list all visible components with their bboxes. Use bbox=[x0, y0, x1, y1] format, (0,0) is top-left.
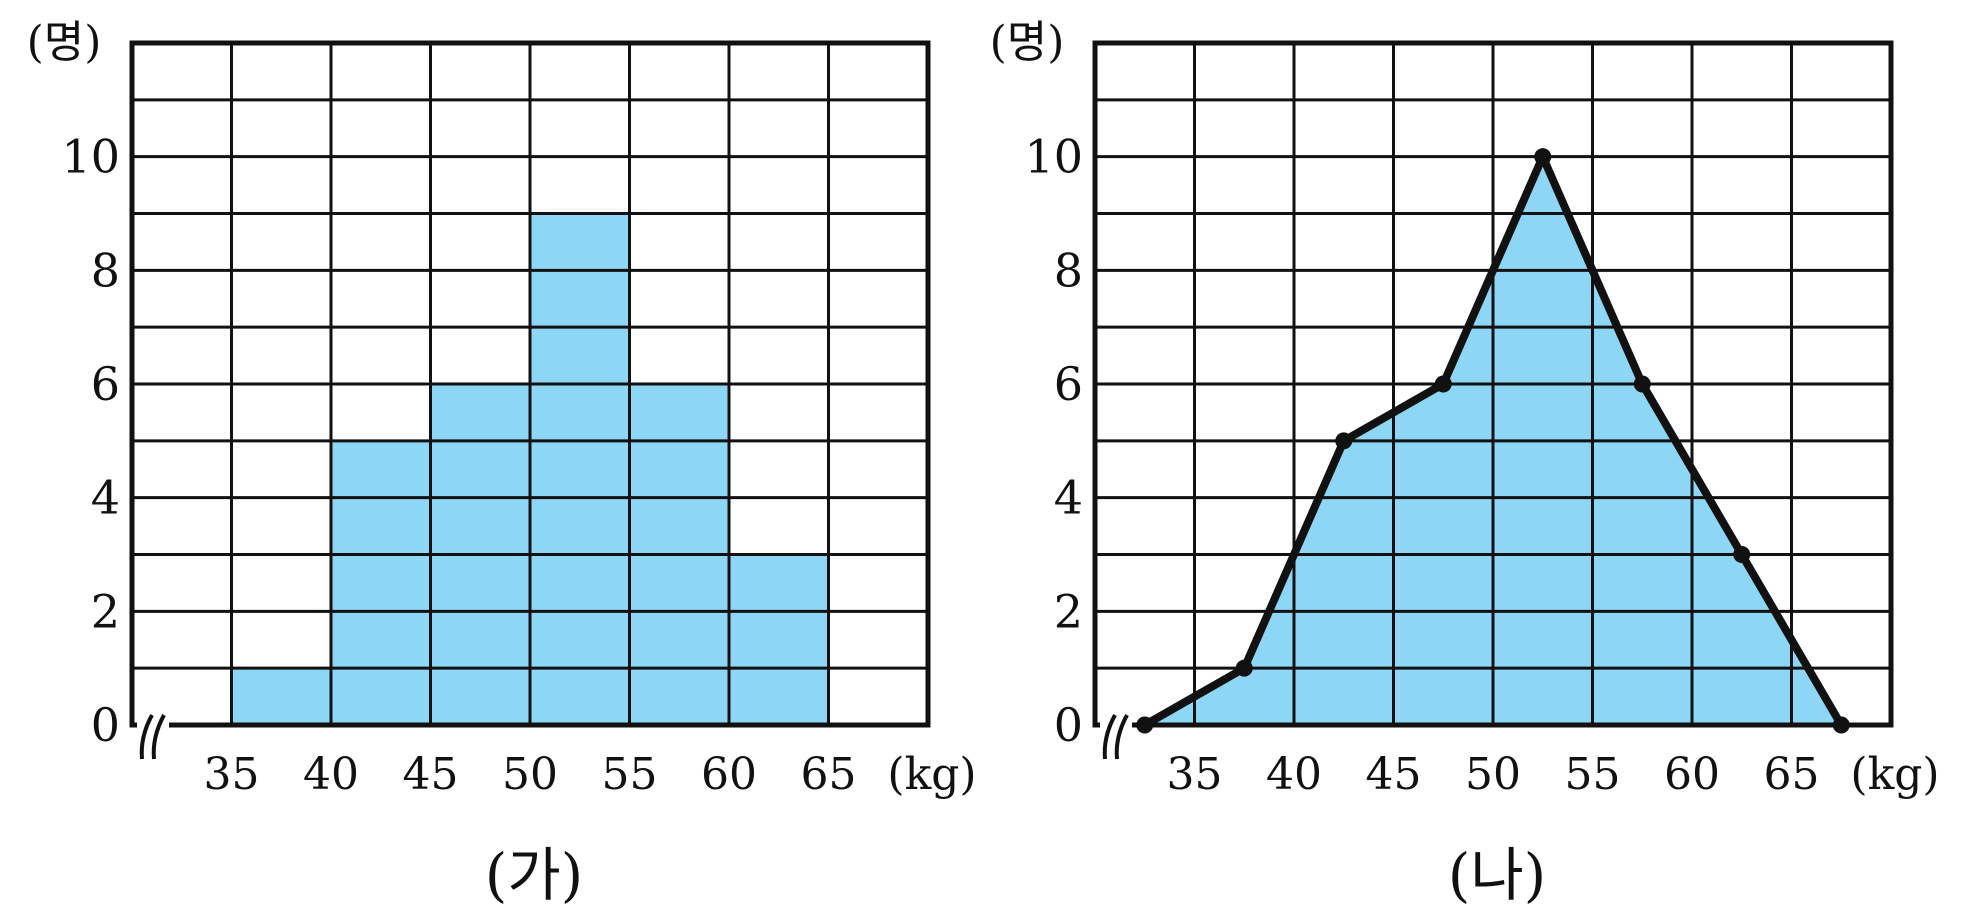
histogram-chart: 0 2 4 6 8 10 (명) 35 40 45 50 55 60 65 (kg) (가) bbox=[27, 17, 977, 909]
y-axis-unit: (명) bbox=[990, 17, 1065, 68]
y-tick-label: 4 bbox=[1054, 471, 1083, 525]
data-point bbox=[1434, 375, 1452, 393]
y-tick-label: 6 bbox=[1054, 357, 1083, 411]
x-tick-label: 50 bbox=[1465, 749, 1521, 800]
polygon-line bbox=[1142, 152, 1845, 729]
x-tick-label: 65 bbox=[801, 749, 857, 800]
y-axis-unit: (명) bbox=[27, 17, 102, 68]
axis-break-mark bbox=[1114, 714, 1129, 760]
x-tick-label: 45 bbox=[1366, 749, 1422, 800]
x-tick-label: 40 bbox=[303, 749, 359, 800]
x-tick-label: 55 bbox=[1565, 749, 1621, 800]
data-point bbox=[1335, 432, 1353, 450]
data-point bbox=[1235, 659, 1253, 677]
y-tick-label: 0 bbox=[91, 698, 120, 752]
chart-caption: (나) bbox=[1448, 841, 1547, 909]
x-axis-unit: (kg) bbox=[887, 749, 976, 800]
data-point bbox=[1534, 148, 1552, 166]
histogram-bar bbox=[231, 668, 331, 725]
data-point bbox=[1832, 716, 1850, 734]
y-tick-label: 10 bbox=[61, 130, 120, 184]
frequency-polygon-chart: 0 2 4 6 8 10 (명) 35 40 45 50 55 60 65 (kg) (나) bbox=[990, 17, 1940, 909]
histogram-bar bbox=[331, 440, 431, 725]
axis-break-mark bbox=[1102, 714, 1117, 760]
histogram-bar bbox=[530, 213, 630, 725]
y-tick-label: 8 bbox=[91, 243, 120, 297]
plot-frame bbox=[129, 40, 931, 728]
axis-break-mark bbox=[139, 714, 154, 760]
x-tick-label: 45 bbox=[403, 749, 459, 800]
x-tick-label: 50 bbox=[502, 749, 558, 800]
x-tick-label: 55 bbox=[602, 749, 658, 800]
x-tick-label: 65 bbox=[1764, 749, 1820, 800]
histogram-bar bbox=[729, 554, 829, 725]
x-tick-label: 35 bbox=[1167, 749, 1223, 800]
chart-caption: (가) bbox=[485, 841, 584, 909]
plot-frame bbox=[1092, 40, 1894, 728]
x-tick-label: 40 bbox=[1266, 749, 1322, 800]
y-tick-label: 2 bbox=[1054, 584, 1083, 638]
y-tick-label: 8 bbox=[1054, 243, 1083, 297]
data-point bbox=[1733, 546, 1751, 563]
x-tick-label: 35 bbox=[204, 749, 260, 800]
axis-break-mark bbox=[151, 714, 166, 760]
x-tick-label: 60 bbox=[701, 749, 757, 800]
data-point bbox=[1633, 375, 1651, 393]
y-tick-label: 0 bbox=[1054, 698, 1083, 752]
y-tick-label: 6 bbox=[91, 357, 120, 411]
y-tick-label: 4 bbox=[91, 471, 120, 525]
data-point bbox=[1136, 716, 1154, 734]
y-tick-label: 10 bbox=[1024, 130, 1083, 184]
x-axis-unit: (kg) bbox=[1850, 749, 1939, 800]
x-tick-label: 60 bbox=[1664, 749, 1720, 800]
y-tick-label: 2 bbox=[91, 584, 120, 638]
